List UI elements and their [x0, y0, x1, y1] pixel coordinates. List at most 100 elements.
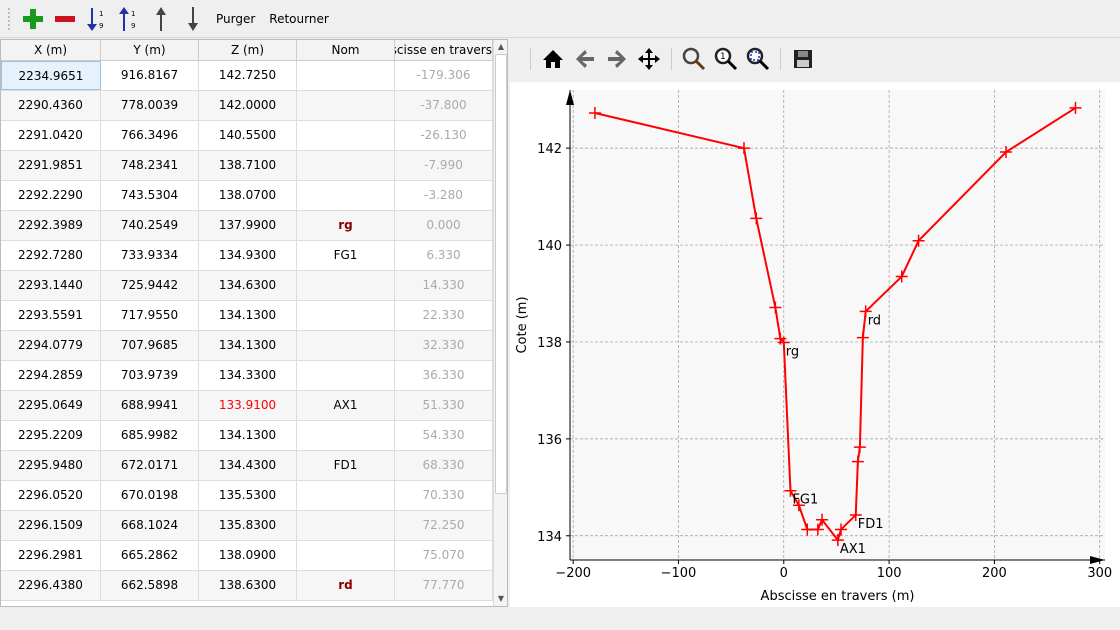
back-button[interactable] — [569, 43, 601, 75]
table-row[interactable]: 2294.0779 707.9685 134.1300 32.330 — [1, 331, 507, 361]
cell-y[interactable]: 703.9739 — [101, 361, 199, 390]
cell-y[interactable]: 672.0171 — [101, 451, 199, 480]
table-row[interactable]: 2234.9651 916.8167 142.7250 -179.306 — [1, 61, 507, 91]
cell-z[interactable]: 135.8300 — [199, 511, 297, 540]
cell-abscisse[interactable]: -179.306 — [395, 61, 493, 90]
cell-abscisse[interactable]: 70.330 — [395, 481, 493, 510]
cell-x[interactable]: 2295.2209 — [1, 421, 101, 450]
cell-nom[interactable]: AX1 — [297, 391, 395, 420]
cell-z[interactable]: 135.5300 — [199, 481, 297, 510]
save-figure-button[interactable] — [787, 43, 819, 75]
pan-button[interactable] — [633, 43, 665, 75]
column-header-z[interactable]: Z (m) — [199, 40, 297, 60]
cell-abscisse[interactable]: -37.800 — [395, 91, 493, 120]
table-row[interactable]: 2293.1440 725.9442 134.6300 14.330 — [1, 271, 507, 301]
cell-z[interactable]: 134.1300 — [199, 301, 297, 330]
cell-x[interactable]: 2293.1440 — [1, 271, 101, 300]
cell-nom[interactable]: FD1 — [297, 451, 395, 480]
vertical-scrollbar[interactable]: ▲ ▼ — [493, 40, 507, 606]
cell-x[interactable]: 2295.0649 — [1, 391, 101, 420]
column-header-y[interactable]: Y (m) — [101, 40, 199, 60]
cell-z[interactable]: 140.5500 — [199, 121, 297, 150]
cell-z[interactable]: 138.0900 — [199, 541, 297, 570]
cell-x[interactable]: 2292.2290 — [1, 181, 101, 210]
cell-nom[interactable] — [297, 91, 395, 120]
cell-z[interactable]: 133.9100 — [199, 391, 297, 420]
cell-x[interactable]: 2294.2859 — [1, 361, 101, 390]
cell-x[interactable]: 2292.7280 — [1, 241, 101, 270]
cell-z[interactable]: 138.0700 — [199, 181, 297, 210]
cell-abscisse[interactable]: 51.330 — [395, 391, 493, 420]
cell-nom[interactable] — [297, 121, 395, 150]
cell-z[interactable]: 137.9900 — [199, 211, 297, 240]
delete-row-button[interactable] — [50, 4, 80, 34]
cell-y[interactable]: 748.2341 — [101, 151, 199, 180]
cell-nom[interactable] — [297, 541, 395, 570]
cell-abscisse[interactable]: 22.330 — [395, 301, 493, 330]
table-row[interactable]: 2296.2981 665.2862 138.0900 75.070 — [1, 541, 507, 571]
cell-y[interactable]: 665.2862 — [101, 541, 199, 570]
cell-x[interactable]: 2296.0520 — [1, 481, 101, 510]
cell-nom[interactable] — [297, 301, 395, 330]
cell-nom[interactable]: FG1 — [297, 241, 395, 270]
zoom-button[interactable] — [678, 43, 710, 75]
cell-abscisse[interactable]: 75.070 — [395, 541, 493, 570]
cell-nom[interactable] — [297, 271, 395, 300]
cell-abscisse[interactable]: 6.330 — [395, 241, 493, 270]
scrollbar-thumb[interactable] — [495, 54, 507, 494]
move-down-button[interactable] — [178, 4, 208, 34]
cell-x[interactable]: 2296.4380 — [1, 571, 101, 600]
cell-y[interactable]: 916.8167 — [101, 61, 199, 90]
table-row[interactable]: 2292.7280 733.9334 134.9300 FG1 6.330 — [1, 241, 507, 271]
table-row[interactable]: 2296.0520 670.0198 135.5300 70.330 — [1, 481, 507, 511]
cell-z[interactable]: 134.9300 — [199, 241, 297, 270]
cell-nom[interactable]: rg — [297, 211, 395, 240]
cell-nom[interactable]: rd — [297, 571, 395, 600]
cell-x[interactable]: 2295.9480 — [1, 451, 101, 480]
column-header-abscisse[interactable]: Abscisse en travers — [395, 40, 493, 60]
cell-z[interactable]: 134.6300 — [199, 271, 297, 300]
table-row[interactable]: 2290.4360 778.0039 142.0000 -37.800 — [1, 91, 507, 121]
cell-nom[interactable] — [297, 361, 395, 390]
toolbar-grip[interactable] — [8, 7, 12, 30]
cell-z[interactable]: 142.0000 — [199, 91, 297, 120]
cell-y[interactable]: 743.5304 — [101, 181, 199, 210]
cell-y[interactable]: 688.9941 — [101, 391, 199, 420]
cell-y[interactable]: 662.5898 — [101, 571, 199, 600]
cell-z[interactable]: 134.4300 — [199, 451, 297, 480]
zoom-1-button[interactable]: 1 — [710, 43, 742, 75]
table-row[interactable]: 2295.2209 685.9982 134.1300 54.330 — [1, 421, 507, 451]
cell-abscisse[interactable]: 72.250 — [395, 511, 493, 540]
cell-abscisse[interactable]: 54.330 — [395, 421, 493, 450]
table-row[interactable]: 2295.9480 672.0171 134.4300 FD1 68.330 — [1, 451, 507, 481]
cell-nom[interactable] — [297, 181, 395, 210]
cell-abscisse[interactable]: -7.990 — [395, 151, 493, 180]
cell-abscisse[interactable]: 36.330 — [395, 361, 493, 390]
cell-abscisse[interactable]: 68.330 — [395, 451, 493, 480]
cell-y[interactable]: 668.1024 — [101, 511, 199, 540]
zoom-fit-button[interactable] — [742, 43, 774, 75]
profile-chart[interactable]: −200 −100 0 100 200 300 134 136 138 140 142 Absciss… — [510, 82, 1120, 607]
move-up-button[interactable] — [146, 4, 176, 34]
table-row[interactable]: 2291.9851 748.2341 138.7100 -7.990 — [1, 151, 507, 181]
cell-y[interactable]: 685.9982 — [101, 421, 199, 450]
cell-z[interactable]: 142.7250 — [199, 61, 297, 90]
home-button[interactable] — [537, 43, 569, 75]
purge-button[interactable]: Purger — [216, 11, 256, 26]
cell-z[interactable]: 134.3300 — [199, 361, 297, 390]
cell-x[interactable]: 2291.0420 — [1, 121, 101, 150]
table-row[interactable]: 2295.0649 688.9941 133.9100 AX1 51.330 — [1, 391, 507, 421]
table-row[interactable]: 2293.5591 717.9550 134.1300 22.330 — [1, 301, 507, 331]
cell-abscisse[interactable]: -26.130 — [395, 121, 493, 150]
cell-nom[interactable] — [297, 511, 395, 540]
column-header-nom[interactable]: Nom — [297, 40, 395, 60]
scroll-down-arrow[interactable]: ▼ — [497, 594, 505, 603]
cell-y[interactable]: 725.9442 — [101, 271, 199, 300]
cell-abscisse[interactable]: 32.330 — [395, 331, 493, 360]
cell-x[interactable]: 2294.0779 — [1, 331, 101, 360]
cell-x[interactable]: 2293.5591 — [1, 301, 101, 330]
cell-z[interactable]: 134.1300 — [199, 331, 297, 360]
cell-abscisse[interactable]: -3.280 — [395, 181, 493, 210]
